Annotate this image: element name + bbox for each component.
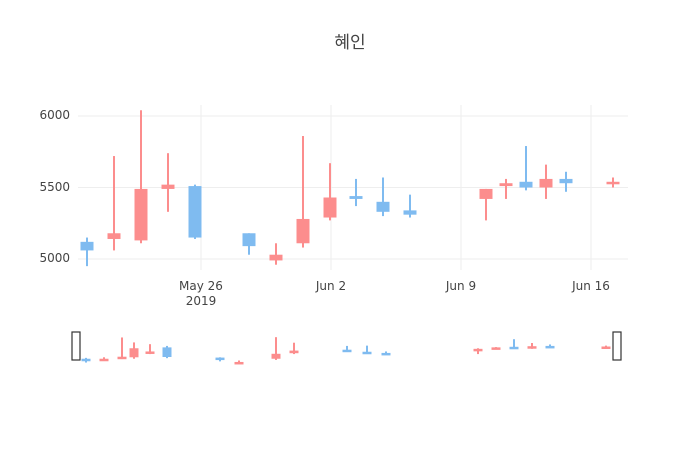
candlestick[interactable] — [296, 136, 310, 248]
rangeslider-mini-candle — [527, 343, 537, 349]
range-end-handle[interactable] — [612, 331, 622, 361]
candlestick[interactable] — [559, 171, 573, 192]
rangeslider-mini-candle — [509, 339, 519, 350]
x-tick-label-primary: Jun 9 — [445, 279, 477, 293]
rangeslider-mini-candle — [117, 337, 127, 360]
candlestick-body — [323, 197, 337, 218]
rangeslider-mini-series — [81, 337, 611, 365]
candlestick-body — [539, 178, 553, 188]
mini-candle-body — [362, 351, 372, 355]
candlestick[interactable] — [519, 146, 533, 191]
mini-candle-body — [215, 357, 225, 361]
rangeslider-mini-candle — [491, 347, 501, 350]
rangeslider-mini-candle — [601, 345, 611, 349]
rangeslider-mini-candle — [342, 345, 352, 353]
x-tick-label-primary: Jun 16 — [572, 279, 610, 293]
candlestick-body — [80, 241, 94, 251]
candlestick[interactable] — [134, 110, 148, 244]
rangeslider-mini-candle — [362, 345, 372, 355]
candlestick[interactable] — [349, 178, 363, 207]
candlestick[interactable] — [499, 178, 513, 199]
rangeslider-mini-candle — [145, 344, 155, 355]
chart-title: 혜인 — [334, 33, 366, 53]
y-tick-5000: 5000 — [39, 251, 70, 265]
mini-candle-body — [289, 350, 299, 354]
candlestick-body — [403, 210, 417, 215]
y-tick-6000: 6000 — [39, 108, 70, 122]
rangeslider-handles[interactable] — [71, 331, 622, 361]
candlestick[interactable] — [80, 237, 94, 267]
mini-candle-body — [473, 348, 483, 352]
candlestick-body — [376, 201, 390, 212]
candlestick[interactable] — [188, 184, 202, 239]
mini-candle-body — [381, 352, 391, 356]
rangeslider-mini-candle — [129, 342, 139, 359]
candlestick[interactable] — [606, 177, 620, 188]
candlestick[interactable] — [242, 233, 256, 255]
candlestick-body — [499, 183, 513, 187]
x-tick-2: Jun 9 — [401, 279, 521, 294]
y-tick-5500: 5500 — [39, 179, 70, 194]
candlestick[interactable] — [403, 194, 417, 218]
plot-area[interactable] — [0, 0, 700, 320]
range-start-handle[interactable] — [71, 331, 81, 361]
rangeslider-mini-candle — [271, 337, 281, 360]
candlestick[interactable] — [269, 243, 283, 265]
mini-candle-body — [117, 356, 127, 360]
mini-candle-body — [527, 346, 537, 349]
candlestick[interactable] — [161, 153, 175, 212]
candlestick[interactable] — [376, 177, 390, 217]
candlestick-body — [349, 196, 363, 199]
candlestick-body — [161, 184, 175, 189]
rangeslider-mini-candle — [234, 360, 244, 365]
rangeslider-mini-candle — [473, 348, 483, 355]
mini-candle-body — [99, 358, 109, 362]
candlestick-body — [519, 181, 533, 188]
rangeslider-mini-candle — [162, 345, 172, 359]
x-tick-label-primary: Jun 2 — [315, 279, 347, 293]
mini-candle-body — [509, 346, 519, 350]
candlestick-series[interactable] — [80, 110, 620, 267]
candlestick-body — [296, 218, 310, 244]
candlestick-body — [134, 188, 148, 241]
candlestick-body — [242, 233, 256, 247]
mini-candle-body — [271, 353, 281, 359]
x-tick-1: Jun 2 — [271, 279, 391, 294]
candlestick-body — [107, 233, 121, 239]
mini-candle-body — [601, 346, 611, 349]
x-tick-3: Jun 16 — [531, 279, 651, 294]
rangeslider-mini-candle — [289, 342, 299, 355]
candlestick[interactable] — [479, 188, 493, 221]
candlestick-body — [188, 186, 202, 238]
candlestick[interactable] — [323, 163, 337, 221]
rangeslider-mini-candle — [99, 357, 109, 362]
mini-candle-body — [162, 347, 172, 357]
candlestick[interactable] — [539, 164, 553, 199]
mini-candle-body — [234, 361, 244, 365]
rangeslider[interactable] — [0, 320, 700, 390]
candlestick-body — [606, 181, 620, 185]
mini-candle-body — [491, 347, 501, 350]
candlestick-body — [269, 254, 283, 261]
rangeslider-mini-candle — [81, 357, 91, 363]
mini-candle-body — [545, 345, 555, 349]
candlestick-body — [479, 188, 493, 199]
candlestick-body — [559, 178, 573, 184]
mini-candle-body — [342, 349, 352, 353]
mini-candle-body — [81, 358, 91, 362]
rangeslider-mini-candle — [545, 344, 555, 349]
candlestick[interactable] — [107, 156, 121, 251]
x-tick-label-secondary: 2019 — [185, 294, 217, 308]
x-tick-0: May 26 2019 — [141, 279, 261, 309]
mini-candle-body — [145, 351, 155, 354]
rangeslider-mini-candle — [381, 351, 391, 356]
x-tick-label-primary: May 26 — [179, 279, 223, 293]
rangeslider-mini-candle — [215, 357, 225, 362]
mini-candle-body — [129, 348, 139, 358]
